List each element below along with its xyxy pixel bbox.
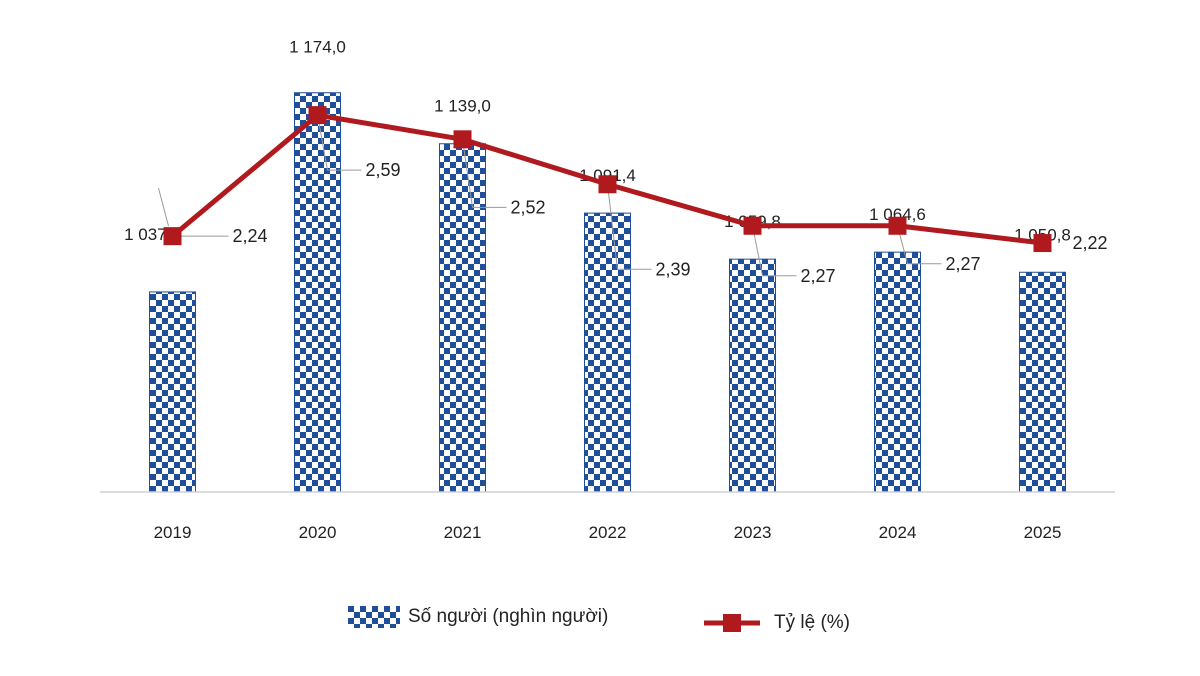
rate-leader-line (752, 225, 797, 277)
x-tick-label: 2022 (589, 523, 627, 542)
rate-leader-line (897, 225, 942, 265)
x-tick-label: 2020 (299, 523, 337, 542)
rate-marker (888, 216, 907, 235)
legend-label-line: Tỷ lệ (%) (774, 612, 850, 633)
bar-leader-line (158, 188, 169, 227)
rate-leader-line (607, 184, 652, 270)
rate-value-label: 2,39 (656, 259, 691, 279)
rate-leader-line (317, 115, 362, 171)
rate-marker (453, 130, 472, 149)
rate-value-label: 2,27 (801, 266, 836, 286)
rate-value-label: 2,22 (1073, 233, 1108, 253)
rate-value-label: 2,52 (511, 197, 546, 217)
legend: Số người (nghìn người) Tỷ lệ (%) (0, 604, 1200, 644)
legend-swatch-bar (348, 606, 400, 628)
x-tick-label: 2019 (154, 523, 192, 542)
bar-value-label: 1 139,0 (434, 97, 491, 116)
bar-2022 (584, 212, 631, 493)
rate-marker (1033, 234, 1052, 253)
bar-value-label: 1 174,0 (289, 38, 346, 57)
rate-leader-line (462, 139, 507, 208)
bar-2023 (729, 258, 776, 493)
legend-item-line: Tỷ lệ (%) (704, 612, 850, 634)
legend-swatch-line (704, 614, 760, 632)
rate-value-label: 2,27 (946, 254, 981, 274)
x-tick-label: 2024 (879, 523, 917, 542)
rate-marker (308, 106, 327, 125)
rate-value-label: 2,59 (366, 160, 401, 180)
x-tick-label: 2023 (734, 523, 772, 542)
bar-2025 (1019, 271, 1066, 493)
bar-2021 (439, 143, 486, 493)
bar-2024 (874, 251, 921, 493)
legend-item-bar: Số người (nghìn người) (348, 606, 608, 628)
rate-marker (743, 216, 762, 235)
bar-value-label: 1 064,6 (869, 205, 926, 224)
rate-marker (163, 227, 182, 246)
legend-label-bar: Số người (nghìn người) (408, 606, 609, 627)
rate-marker (598, 175, 617, 194)
x-tick-label: 2025 (1024, 523, 1062, 542)
rate-value-label: 2,24 (233, 226, 268, 246)
chart: 2019 2020 2021 2022 2023 2024 2025 1 037,31 17… (100, 38, 1115, 542)
x-tick-label: 2021 (444, 523, 482, 542)
bar-2020 (294, 92, 341, 493)
bar-2019 (149, 291, 196, 493)
